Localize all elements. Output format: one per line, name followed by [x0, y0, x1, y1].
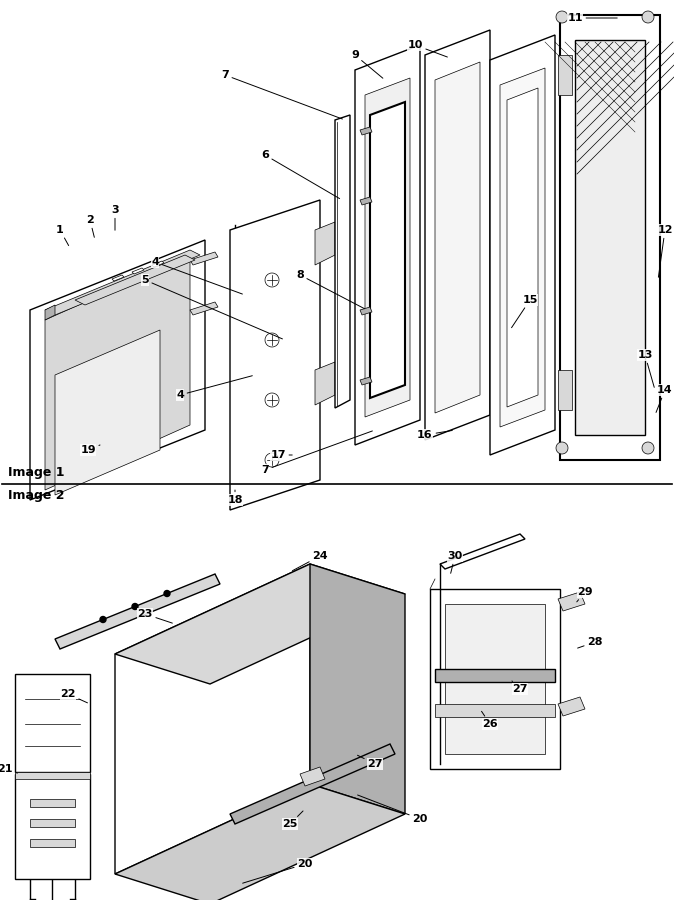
- Text: 18: 18: [227, 490, 243, 505]
- Polygon shape: [30, 799, 75, 807]
- Text: 4: 4: [176, 375, 252, 400]
- Polygon shape: [335, 115, 350, 408]
- Text: 28: 28: [578, 637, 603, 648]
- Text: 5: 5: [141, 275, 282, 339]
- Polygon shape: [190, 252, 218, 265]
- Polygon shape: [430, 589, 560, 769]
- Text: 6: 6: [261, 150, 340, 199]
- Polygon shape: [360, 127, 372, 135]
- Polygon shape: [132, 268, 144, 274]
- Text: 7: 7: [261, 431, 373, 475]
- Polygon shape: [445, 604, 545, 754]
- Text: 15: 15: [512, 295, 538, 328]
- Text: 26: 26: [481, 711, 498, 729]
- Text: 10: 10: [407, 40, 448, 57]
- Polygon shape: [425, 30, 490, 440]
- Polygon shape: [440, 534, 525, 569]
- Circle shape: [265, 393, 279, 407]
- Text: 4: 4: [151, 257, 243, 294]
- Circle shape: [642, 11, 654, 23]
- Text: 8: 8: [296, 270, 365, 309]
- Polygon shape: [45, 250, 200, 315]
- Polygon shape: [435, 704, 555, 717]
- Polygon shape: [558, 697, 585, 716]
- Text: 25: 25: [282, 811, 303, 829]
- Polygon shape: [507, 88, 538, 407]
- Text: 21: 21: [0, 764, 18, 774]
- Text: 9: 9: [351, 50, 383, 78]
- Text: 27: 27: [357, 755, 383, 769]
- Polygon shape: [190, 302, 218, 315]
- Text: 7: 7: [221, 70, 342, 119]
- Polygon shape: [15, 772, 90, 779]
- Polygon shape: [15, 774, 90, 879]
- Polygon shape: [315, 222, 335, 265]
- Circle shape: [556, 11, 568, 23]
- Polygon shape: [230, 744, 395, 824]
- Circle shape: [100, 616, 106, 623]
- Text: 11: 11: [568, 13, 617, 23]
- Polygon shape: [558, 592, 585, 611]
- Text: 2: 2: [86, 215, 94, 238]
- Text: 22: 22: [60, 689, 88, 703]
- Text: 16: 16: [417, 430, 452, 440]
- Polygon shape: [435, 669, 555, 682]
- Text: 23: 23: [137, 609, 173, 623]
- Text: 19: 19: [80, 445, 100, 455]
- Polygon shape: [360, 377, 372, 385]
- Polygon shape: [315, 362, 335, 405]
- Text: 24: 24: [293, 551, 328, 571]
- Polygon shape: [310, 564, 405, 814]
- Polygon shape: [300, 767, 325, 786]
- Text: 27: 27: [512, 681, 528, 694]
- Text: Image 2: Image 2: [8, 489, 65, 502]
- Text: 29: 29: [577, 587, 593, 602]
- Circle shape: [265, 273, 279, 287]
- Polygon shape: [15, 674, 90, 772]
- Polygon shape: [75, 255, 195, 305]
- Polygon shape: [45, 305, 55, 320]
- Text: 1: 1: [56, 225, 69, 246]
- Polygon shape: [152, 261, 164, 267]
- Polygon shape: [558, 55, 572, 95]
- Polygon shape: [115, 784, 405, 900]
- Polygon shape: [45, 255, 190, 490]
- Text: 20: 20: [243, 859, 313, 883]
- Text: 17: 17: [270, 450, 293, 460]
- Polygon shape: [500, 68, 545, 427]
- Circle shape: [265, 333, 279, 347]
- Text: 20: 20: [0, 899, 1, 900]
- Polygon shape: [558, 370, 572, 410]
- Circle shape: [132, 604, 138, 609]
- Polygon shape: [575, 40, 645, 435]
- Text: 14: 14: [656, 385, 673, 412]
- Text: 13: 13: [638, 350, 654, 387]
- Polygon shape: [112, 275, 124, 281]
- Text: 3: 3: [111, 205, 119, 230]
- Text: Image 1: Image 1: [8, 466, 65, 479]
- Circle shape: [265, 453, 279, 467]
- Polygon shape: [435, 62, 480, 413]
- Circle shape: [556, 442, 568, 454]
- Polygon shape: [30, 839, 75, 847]
- Polygon shape: [115, 564, 310, 874]
- Polygon shape: [360, 197, 372, 205]
- Polygon shape: [115, 564, 405, 684]
- Polygon shape: [370, 102, 405, 398]
- Polygon shape: [560, 15, 660, 460]
- Circle shape: [642, 442, 654, 454]
- Polygon shape: [230, 200, 320, 510]
- Polygon shape: [55, 574, 220, 649]
- Polygon shape: [30, 819, 75, 827]
- Circle shape: [164, 590, 170, 597]
- Polygon shape: [360, 307, 372, 315]
- Polygon shape: [355, 45, 420, 445]
- Polygon shape: [30, 240, 205, 500]
- Text: 12: 12: [657, 225, 673, 277]
- Polygon shape: [55, 330, 160, 495]
- Text: 30: 30: [448, 551, 462, 573]
- Polygon shape: [365, 78, 410, 417]
- Polygon shape: [490, 35, 555, 455]
- Text: 20: 20: [358, 795, 428, 824]
